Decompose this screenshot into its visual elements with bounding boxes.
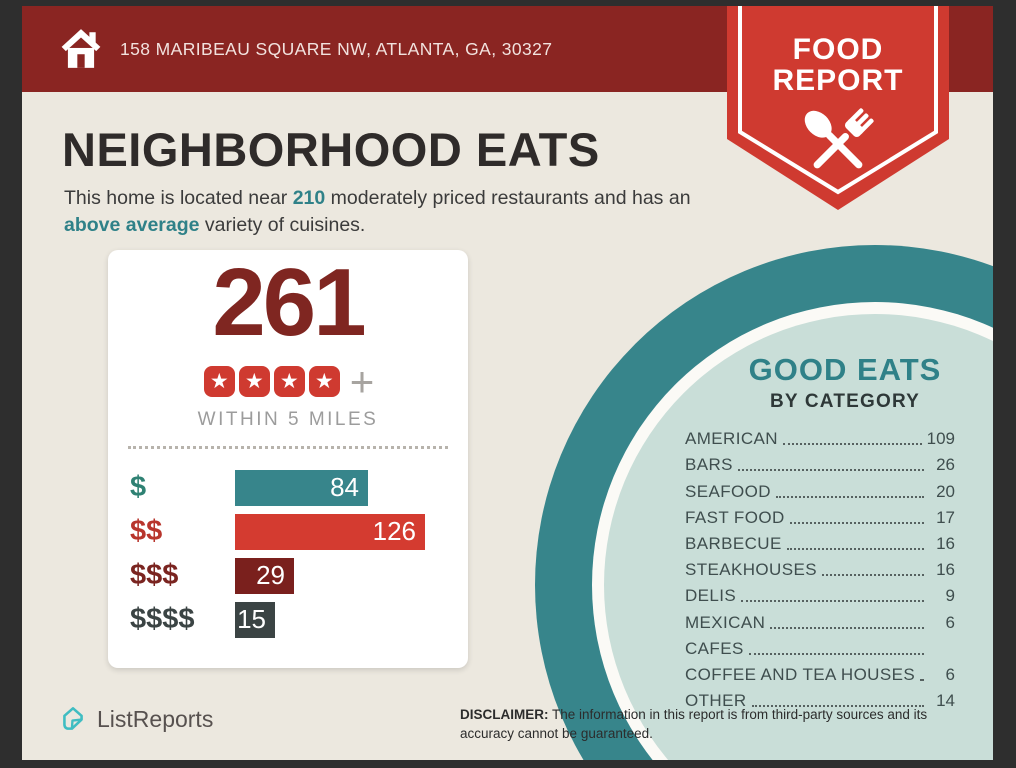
bar: 84 — [235, 469, 368, 506]
bar: 126 — [235, 513, 425, 550]
dotted-leader — [821, 574, 924, 577]
food-report-flyer: 158 MARIBEAU SQUARE NW, ATLANTA, GA, 303… — [22, 6, 993, 760]
category-name: AMERICAN — [685, 429, 778, 449]
dotted-leader — [782, 443, 922, 446]
category-row: CAFES — [685, 636, 955, 662]
category-row: BARBECUE 16 — [685, 531, 955, 557]
category-row: COFFEE AND TEA HOUSES 6 — [685, 662, 955, 688]
bar: 15 — [235, 601, 275, 638]
category-row: SEAFOOD 20 — [685, 478, 955, 504]
intro-seg2: moderately priced restaurants and has an — [325, 187, 691, 209]
star-rating: ★ ★ ★ ★ + — [108, 357, 468, 405]
disclaimer-text: DISCLAIMER: The information in this repo… — [460, 706, 978, 744]
bar-row: $$$$ 15 — [108, 601, 468, 638]
category-row: OTHER 14 — [685, 688, 955, 714]
disclaimer-label: DISCLAIMER: — [460, 707, 549, 722]
category-value: 14 — [936, 691, 955, 711]
spoon-fork-icon — [804, 108, 874, 169]
intro-text: This home is located near 210 moderately… — [64, 185, 714, 239]
dotted-leader — [737, 469, 924, 472]
category-name: SEAFOOD — [685, 481, 771, 501]
bar-row: $ 84 — [108, 469, 468, 506]
intro-seg1: This home is located near — [64, 187, 293, 209]
restaurant-stats-card: 261 ★ ★ ★ ★ + WITHIN 5 MILES $ 84 $$ 126… — [108, 250, 468, 668]
brand-name: ListReports — [97, 705, 214, 732]
category-value: 109 — [926, 429, 955, 449]
category-value: 16 — [936, 533, 955, 553]
category-value: 6 — [945, 664, 955, 684]
price-tier-bar-chart: $ 84 $$ 126 $$$ 29 $$$$ 15 — [108, 469, 468, 638]
dotted-leader — [770, 626, 924, 629]
category-row: BARS 26 — [685, 452, 955, 478]
dotted-leader — [786, 547, 924, 550]
price-tier-label: $$ — [130, 515, 163, 548]
good-eats-title: GOOD EATS — [748, 352, 942, 387]
bar-value: 29 — [256, 560, 285, 591]
bar-row: $$ 126 — [108, 513, 468, 550]
category-row: MEXICAN 6 — [685, 609, 955, 635]
category-value: 20 — [936, 481, 955, 501]
category-name: FAST FOOD — [685, 507, 785, 527]
dotted-leader — [789, 521, 924, 524]
category-list: AMERICAN 109 BARS 26 SEAFOOD 20 FAST FOOD 17… — [685, 426, 955, 714]
ribbon-title-line2: REPORT — [772, 64, 903, 97]
good-eats-heading: GOOD EATS BY CATEGORY — [685, 352, 993, 413]
disclaimer-body: The information in this report is from t… — [460, 707, 928, 741]
bar-value: 84 — [330, 472, 359, 503]
category-row: STEAKHOUSES 16 — [685, 557, 955, 583]
dotted-leader — [741, 600, 924, 603]
category-name: CAFES — [685, 638, 744, 658]
dotted-leader — [748, 652, 924, 655]
star-icon: ★ — [238, 366, 270, 398]
listreports-logo: ListReports — [58, 704, 213, 734]
category-value: 26 — [936, 455, 955, 475]
category-name: MEXICAN — [685, 612, 766, 632]
category-name: BARS — [685, 455, 733, 475]
category-value: 6 — [945, 612, 955, 632]
dotted-leader — [751, 705, 924, 708]
ribbon-title-line1: FOOD — [793, 33, 884, 66]
radius-label: WITHIN 5 MILES — [197, 408, 379, 430]
restaurant-count: 210 — [292, 187, 326, 209]
good-eats-subtitle: BY CATEGORY — [769, 391, 921, 412]
category-row: AMERICAN 109 — [685, 426, 955, 452]
category-row: FAST FOOD 17 — [685, 505, 955, 531]
listreports-house-icon — [63, 707, 83, 730]
price-tier-label: $ — [130, 471, 147, 504]
intro-seg3: variety of cuisines. — [199, 213, 366, 236]
category-name: OTHER — [685, 691, 747, 711]
category-name: BARBECUE — [685, 533, 782, 553]
dotted-divider — [128, 445, 448, 449]
star-icon: ★ — [308, 366, 340, 398]
category-name: STEAKHOUSES — [685, 560, 817, 580]
category-value: 16 — [936, 560, 955, 580]
property-address: 158 MARIBEAU SQUARE NW, ATLANTA, GA, 303… — [120, 38, 553, 59]
bar-row: $$$ 29 — [108, 557, 468, 594]
total-restaurants-value: 261 — [212, 249, 366, 356]
category-value — [929, 659, 955, 662]
plus-icon: + — [349, 357, 375, 405]
bar: 29 — [235, 557, 294, 594]
food-report-ribbon: FOOD REPORT — [727, 6, 949, 210]
category-name: DELIS — [685, 586, 737, 606]
category-value: 17 — [936, 507, 955, 527]
price-tier-label: $$$ — [130, 559, 179, 592]
dotted-leader — [920, 678, 924, 681]
home-icon — [61, 29, 101, 68]
category-name: COFFEE AND TEA HOUSES — [685, 664, 916, 684]
star-icon: ★ — [203, 366, 235, 398]
category-row: DELIS 9 — [685, 583, 955, 609]
page-title: NEIGHBORHOOD EATS — [62, 123, 600, 176]
bar-value: 126 — [372, 516, 416, 547]
category-value: 9 — [945, 586, 955, 606]
dotted-leader — [775, 495, 924, 498]
bar-value: 15 — [237, 604, 266, 635]
price-tier-label: $$$$ — [130, 603, 195, 636]
variety-highlight: above average — [64, 213, 200, 236]
star-icon: ★ — [273, 366, 305, 398]
